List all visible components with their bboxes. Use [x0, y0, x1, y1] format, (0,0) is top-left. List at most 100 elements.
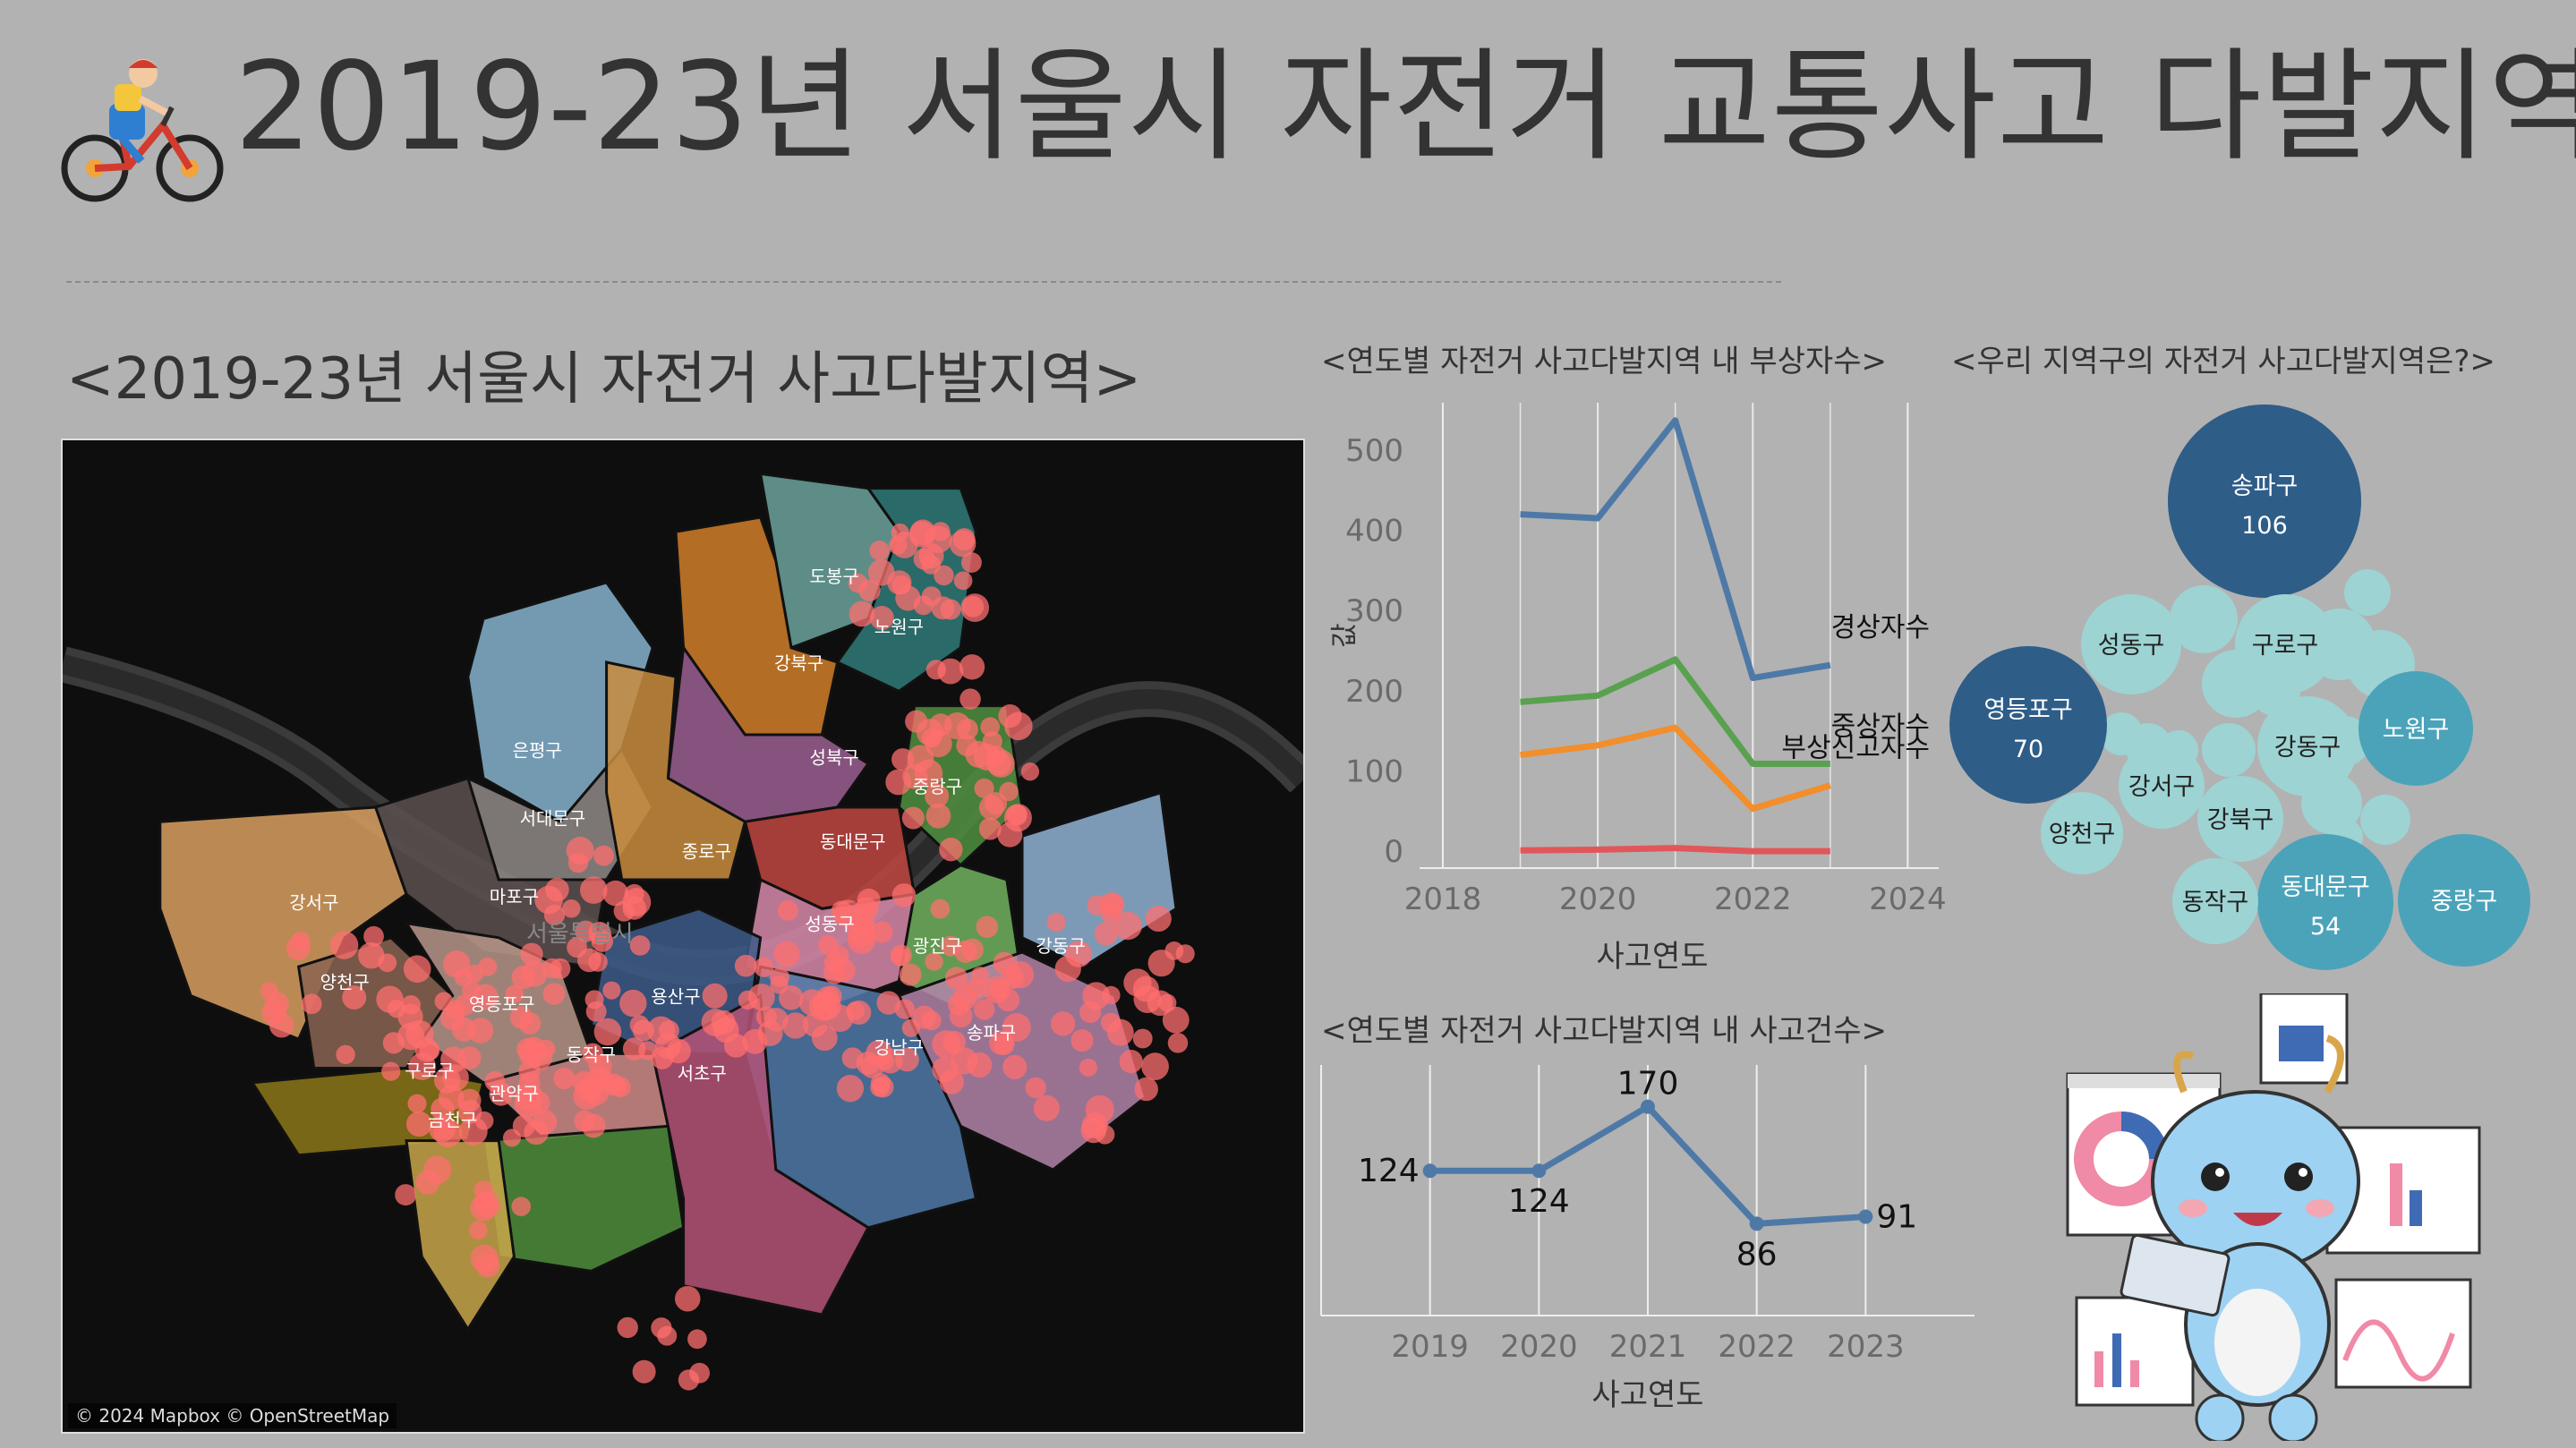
accident-hotspot-dot[interactable]	[871, 921, 893, 943]
accident-hotspot-dot[interactable]	[747, 984, 775, 1011]
accident-hotspot-dot[interactable]	[965, 740, 993, 768]
accident-hotspot-dot[interactable]	[440, 1046, 467, 1073]
accident-hotspot-dot[interactable]	[376, 985, 404, 1013]
accident-hotspot-dot[interactable]	[723, 1034, 748, 1058]
accident-hotspot-dot[interactable]	[894, 999, 915, 1019]
accident-hotspot-dot[interactable]	[514, 1089, 542, 1118]
accident-hotspot-dot[interactable]	[921, 1010, 942, 1031]
district-bubble[interactable]	[1949, 646, 2107, 804]
accident-hotspot-dot[interactable]	[849, 600, 875, 627]
accident-hotspot-dot[interactable]	[407, 1094, 427, 1113]
accident-hotspot-dot[interactable]	[617, 1316, 638, 1339]
accident-hotspot-dot[interactable]	[846, 1001, 865, 1020]
accident-hotspot-dot[interactable]	[1001, 966, 1024, 990]
accident-hotspot-dot[interactable]	[518, 1012, 542, 1035]
accident-hotspot-dot[interactable]	[674, 1285, 701, 1312]
accident-hotspot-dot[interactable]	[960, 593, 990, 622]
accident-hotspot-dot[interactable]	[511, 1197, 531, 1216]
accident-hotspot-dot[interactable]	[781, 1012, 809, 1039]
accident-hotspot-dot[interactable]	[629, 1015, 650, 1035]
accident-hotspot-dot[interactable]	[401, 995, 421, 1015]
accident-hotspot-dot[interactable]	[978, 795, 1004, 821]
accident-hotspot-dot[interactable]	[585, 1001, 607, 1022]
accident-hotspot-dot[interactable]	[891, 575, 911, 595]
accident-hotspot-dot[interactable]	[779, 985, 804, 1010]
accident-hotspot-dot[interactable]	[534, 885, 563, 915]
district-bubble-unlabeled[interactable]	[2202, 723, 2256, 777]
district-bubble[interactable]	[2358, 671, 2473, 786]
accident-hotspot-dot[interactable]	[957, 718, 978, 740]
accident-hotspot-dot[interactable]	[754, 957, 774, 978]
district-bubble[interactable]	[2119, 743, 2205, 829]
district-region[interactable]	[405, 1139, 516, 1332]
accident-hotspot-dot[interactable]	[1080, 1117, 1107, 1144]
accident-hotspot-dot[interactable]	[978, 817, 1002, 840]
series-line[interactable]	[1520, 656, 1830, 767]
accident-hotspot-dot[interactable]	[478, 957, 498, 976]
accident-hotspot-dot[interactable]	[1162, 1006, 1190, 1034]
accident-hotspot-dot[interactable]	[833, 899, 863, 928]
accident-hotspot-dot[interactable]	[470, 1244, 499, 1273]
accident-hotspot-dot[interactable]	[1145, 906, 1172, 933]
accident-hotspot-dot[interactable]	[848, 573, 868, 593]
accident-hotspot-dot[interactable]	[301, 993, 322, 1015]
accident-hotspot-dot[interactable]	[925, 783, 950, 808]
accident-hotspot-dot[interactable]	[574, 1110, 595, 1132]
accident-hotspot-dot[interactable]	[1104, 894, 1123, 914]
accident-hotspot-dot[interactable]	[588, 952, 608, 972]
accident-hotspot-dot[interactable]	[921, 555, 941, 575]
accident-hotspot-dot[interactable]	[970, 967, 990, 985]
accident-hotspot-dot[interactable]	[382, 1032, 405, 1054]
accident-hotspot-dot[interactable]	[921, 586, 942, 607]
accident-hotspot-dot[interactable]	[813, 992, 841, 1020]
accident-hotspot-dot[interactable]	[994, 1034, 1015, 1055]
accident-hotspot-dot[interactable]	[872, 1076, 894, 1098]
accident-hotspot-dot[interactable]	[602, 880, 628, 907]
accident-hotspot-dot[interactable]	[579, 876, 608, 904]
accident-hotspot-dot[interactable]	[454, 968, 473, 987]
accident-hotspot-dot[interactable]	[885, 769, 912, 796]
accident-hotspot-dot[interactable]	[567, 853, 589, 873]
accident-hotspot-dot[interactable]	[974, 999, 995, 1020]
accident-point[interactable]	[1641, 1099, 1655, 1114]
accident-hotspot-dot[interactable]	[1132, 1028, 1153, 1049]
accident-hotspot-dot[interactable]	[777, 900, 798, 921]
accident-hotspot-dot[interactable]	[1002, 1013, 1031, 1042]
accident-hotspot-dot[interactable]	[593, 845, 614, 866]
accident-hotspot-dot[interactable]	[608, 1077, 627, 1096]
district-bubble-unlabeled[interactable]	[2360, 795, 2410, 845]
district-bubble-unlabeled[interactable]	[2344, 569, 2391, 616]
accident-hotspot-dot[interactable]	[914, 759, 943, 788]
accident-hotspot-dot[interactable]	[960, 552, 982, 574]
accident-hotspot-dot[interactable]	[484, 1070, 506, 1092]
accident-hotspot-dot[interactable]	[629, 935, 651, 956]
district-bubble[interactable]	[2257, 696, 2358, 796]
accident-hotspot-dot[interactable]	[1119, 1050, 1143, 1074]
series-line[interactable]	[1520, 724, 1831, 813]
accident-hotspot-dot[interactable]	[502, 1129, 521, 1147]
district-bubble-unlabeled[interactable]	[2170, 585, 2238, 653]
accident-hotspot-dot[interactable]	[1141, 1052, 1169, 1081]
accident-hotspot-dot[interactable]	[1025, 1077, 1046, 1099]
accident-hotspot-dot[interactable]	[875, 1052, 895, 1071]
accident-hotspot-dot[interactable]	[980, 717, 1001, 737]
accident-hotspot-dot[interactable]	[457, 1088, 482, 1112]
accident-hotspot-dot[interactable]	[472, 984, 499, 1010]
accident-hotspot-dot[interactable]	[757, 1020, 783, 1046]
accident-hotspot-dot[interactable]	[1003, 804, 1032, 832]
accident-hotspot-dot[interactable]	[876, 991, 900, 1015]
accident-hotspot-dot[interactable]	[687, 1329, 707, 1350]
accident-hotspot-dot[interactable]	[431, 1097, 455, 1121]
district-bubble[interactable]	[2257, 834, 2393, 970]
accident-hotspot-dot[interactable]	[505, 984, 525, 1003]
accident-point[interactable]	[1422, 1163, 1437, 1179]
accident-hotspot-dot[interactable]	[458, 1117, 488, 1146]
accident-hotspot-dot[interactable]	[949, 1004, 973, 1028]
accident-hotspot-dot[interactable]	[469, 1221, 488, 1239]
accident-hotspot-dot[interactable]	[632, 1359, 656, 1384]
district-bubble[interactable]	[2081, 594, 2181, 694]
accident-hotspot-dot[interactable]	[925, 803, 951, 829]
accident-hotspot-dot[interactable]	[930, 899, 951, 919]
accident-hotspot-dot[interactable]	[1113, 911, 1142, 941]
accident-hotspot-dot[interactable]	[260, 982, 278, 1001]
